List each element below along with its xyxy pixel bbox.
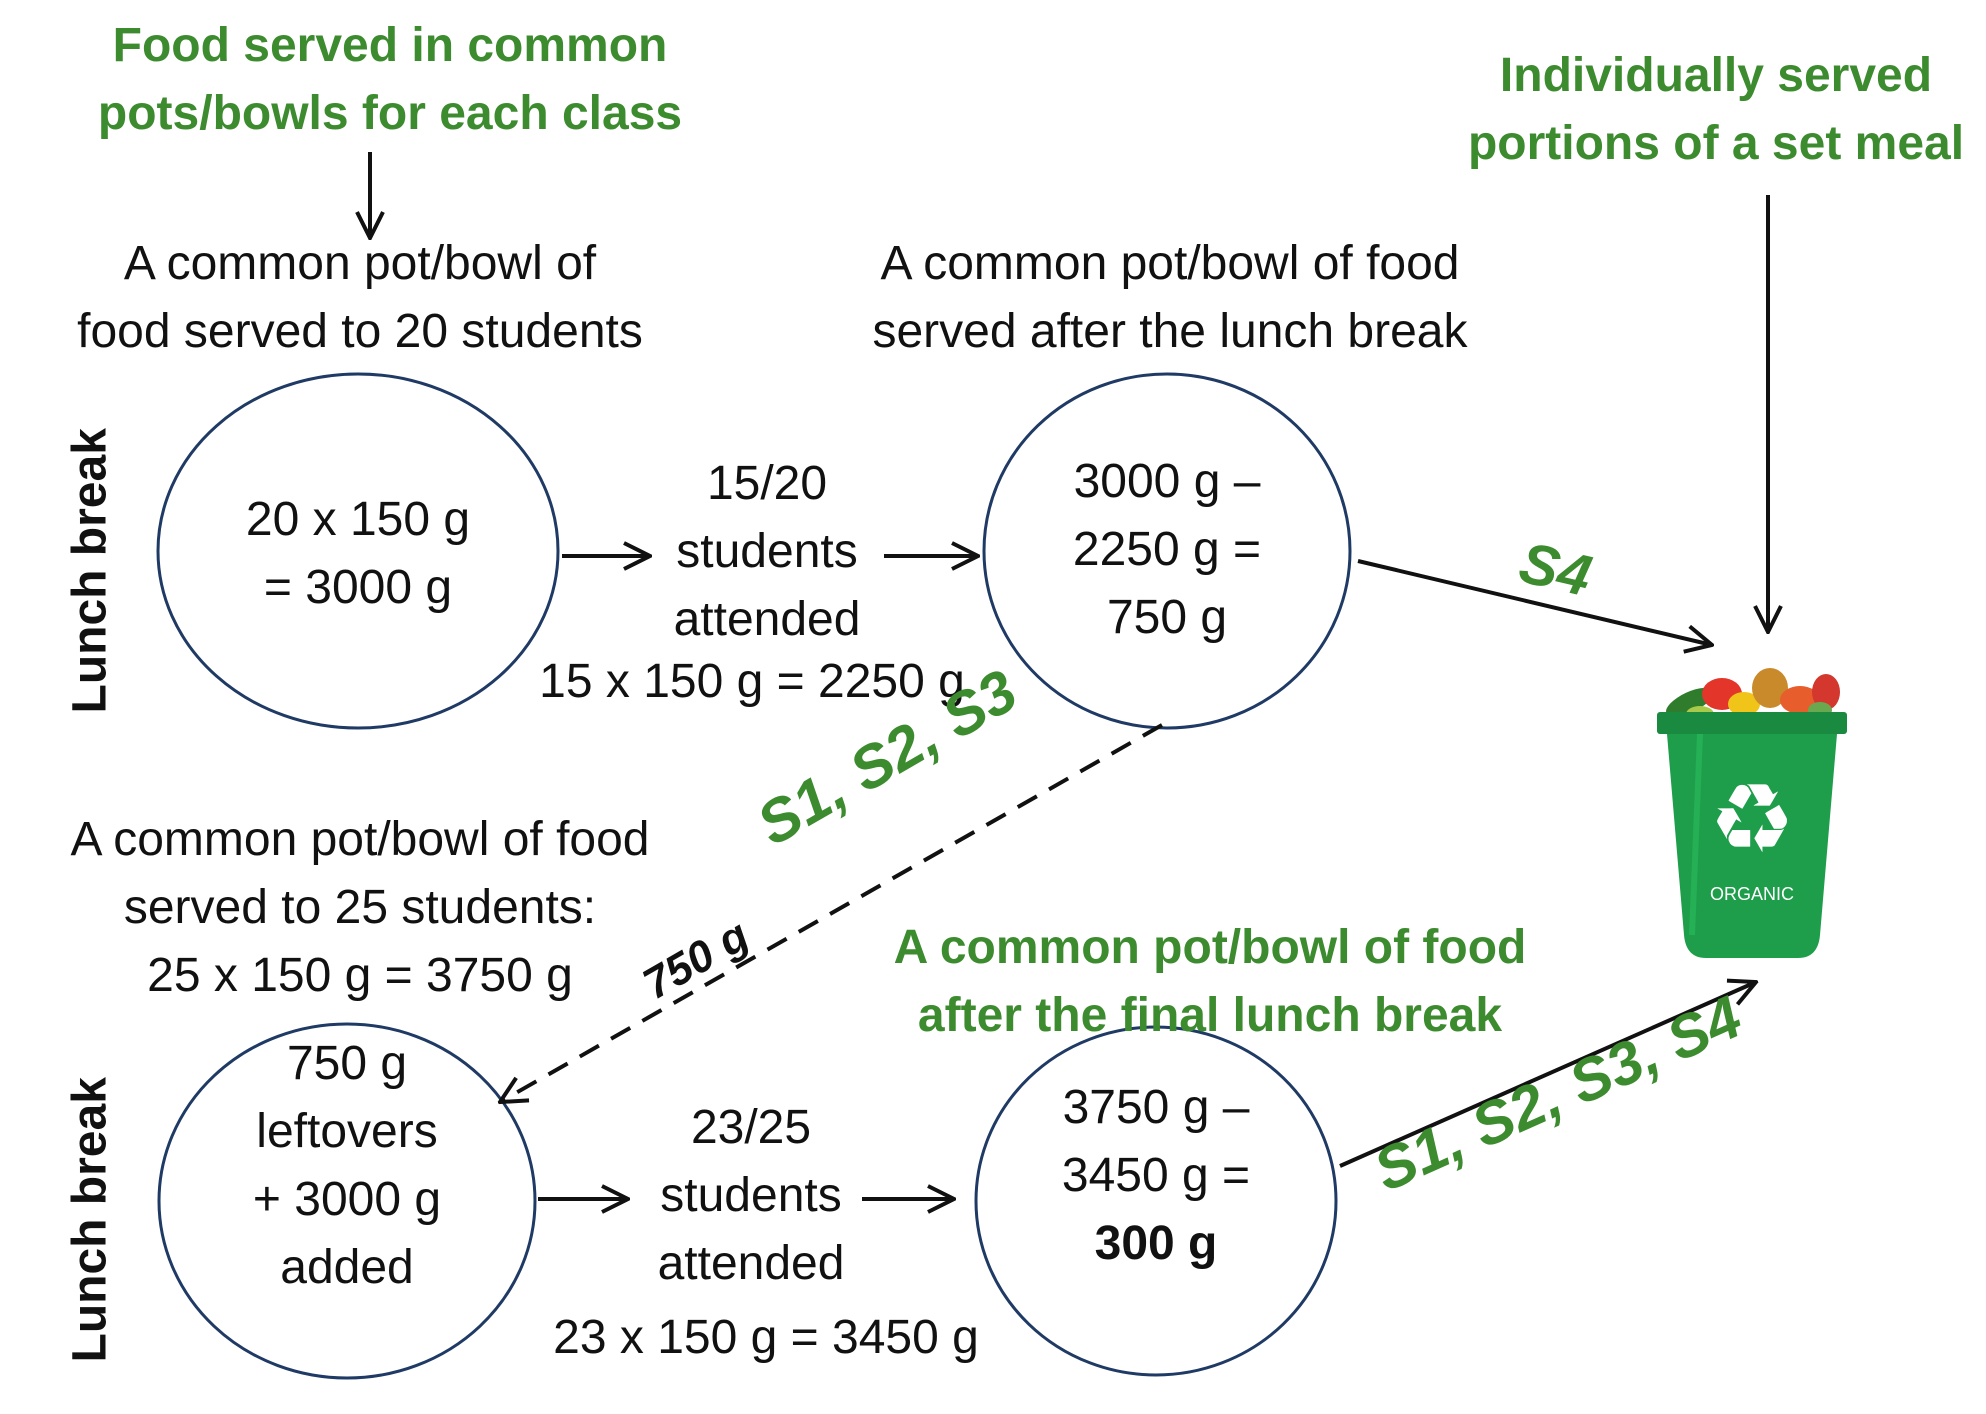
caption-bottom-mid: A common pot/bowl of food after the fina…	[840, 914, 1580, 1050]
circle-4-line-1: 3750 g –	[1062, 1081, 1250, 1134]
circle-4-line-2: 3450 g =	[1061, 1149, 1251, 1202]
attendance-bottom-line-2: students	[660, 1169, 842, 1222]
top-right-note-line-2: portions of a set meal	[1467, 117, 1965, 170]
circle-3-line-2: leftovers	[256, 1105, 438, 1158]
attendance-top-line-2: students	[676, 525, 858, 578]
attendance-bottom-line-1: 23/25	[690, 1101, 812, 1154]
circle-4-text: 3750 g – 3450 g = 300 g	[1006, 1074, 1306, 1278]
circle-3-line-1: 750 g	[286, 1037, 408, 1090]
caption-top-mid-line-1: A common pot/bowl of food	[880, 237, 1460, 290]
top-right-note-line-1: Individually served	[1499, 49, 1933, 102]
circle-1-line-1: 20 x 150 g	[245, 493, 471, 546]
caption-top-mid: A common pot/bowl of food served after t…	[800, 230, 1540, 366]
attendance-top-line-3: attended	[673, 593, 861, 646]
attendance-top: 15/20 students attended	[617, 450, 917, 654]
attendance-bottom: 23/25 students attended	[601, 1094, 901, 1298]
arrow-c4-to-bin	[1339, 982, 1756, 1168]
circle-2-line-3: 750 g	[1106, 591, 1228, 644]
recycling-bin-icon: ♻	[1657, 668, 1847, 958]
caption-top-left-line-1: A common pot/bowl of	[123, 237, 597, 290]
circle-2-line-1: 3000 g –	[1073, 455, 1261, 508]
caption-top-left: A common pot/bowl of food served to 20 s…	[10, 230, 710, 366]
top-left-note-line-2: pots/bowls for each class	[97, 87, 683, 140]
circle-1-line-2: = 3000 g	[263, 561, 453, 614]
lunch-break-label-top: Lunch break	[63, 428, 117, 714]
caption-top-mid-line-2: served after the lunch break	[872, 305, 1468, 358]
circle-1-text: 20 x 150 g = 3000 g	[208, 486, 508, 622]
arrow-c2-to-c3-dashed	[500, 723, 1163, 1102]
top-right-note: Individually served portions of a set me…	[1416, 42, 1986, 178]
circle-3	[157, 1022, 537, 1380]
arrow-c2-to-bin	[1357, 559, 1712, 645]
caption-bottom-left: A common pot/bowl of food served to 25 s…	[0, 806, 720, 1010]
caption-bottom-left-line-1: A common pot/bowl of food	[70, 813, 650, 866]
circle-4	[974, 1025, 1338, 1377]
circle-4-line-3: 300 g	[1094, 1217, 1218, 1270]
circle-3-text: 750 g leftovers + 3000 g added	[197, 1030, 497, 1302]
circle-3-line-4: added	[280, 1241, 414, 1294]
circle-1	[156, 372, 560, 730]
top-left-note-line-1: Food served in common	[112, 19, 668, 72]
caption-top-left-line-2: food served to 20 students	[77, 305, 643, 358]
lunch-break-label-bottom: Lunch break	[63, 1077, 117, 1363]
caption-bottom-mid-line-1: A common pot/bowl of food	[893, 921, 1527, 974]
attendance-bottom-line-3: attended	[657, 1237, 845, 1290]
attendance-bottom-calc: 23 x 150 g = 3450 g	[553, 1311, 979, 1364]
caption-bottom-left-line-2: served to 25 students:	[123, 881, 597, 934]
attendance-top-line-1: 15/20	[706, 457, 828, 510]
circle-2	[982, 372, 1352, 730]
circle-3-line-3: + 3000 g	[252, 1173, 442, 1226]
attendance-top-calc: 15 x 150 g = 2250 g	[539, 655, 965, 708]
circle-2-text: 3000 g – 2250 g = 750 g	[1017, 448, 1317, 652]
caption-bottom-mid-line-2: after the final lunch break	[917, 989, 1503, 1042]
bin-label: ORGANIC	[1709, 884, 1794, 904]
circle-2-line-2: 2250 g =	[1072, 523, 1262, 576]
top-left-note: Food served in common pots/bowls for eac…	[40, 12, 740, 148]
caption-bottom-left-line-3: 25 x 150 g = 3750 g	[147, 949, 573, 1002]
recycle-icon: ♻	[1709, 763, 1795, 875]
